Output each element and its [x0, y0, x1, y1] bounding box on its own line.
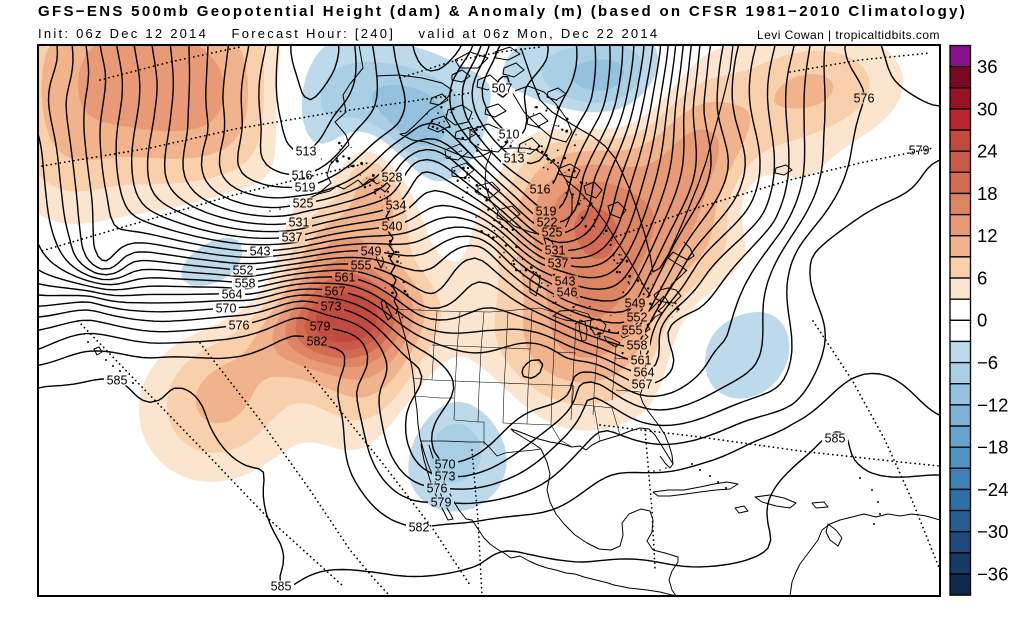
svg-text:564: 564 [634, 365, 655, 379]
svg-text:30: 30 [977, 98, 998, 119]
svg-text:567: 567 [325, 284, 346, 298]
svg-text:579: 579 [310, 319, 331, 333]
svg-text:552: 552 [233, 263, 254, 277]
svg-text:585: 585 [271, 579, 292, 593]
svg-text:567: 567 [632, 377, 653, 391]
svg-text:6: 6 [977, 267, 987, 288]
svg-text:−18: −18 [977, 437, 1008, 458]
svg-text:564: 564 [222, 287, 243, 301]
svg-text:24: 24 [977, 141, 998, 162]
svg-text:525: 525 [293, 196, 314, 210]
svg-text:546: 546 [557, 285, 578, 299]
svg-text:516: 516 [530, 182, 551, 196]
svg-text:−12: −12 [977, 394, 1008, 415]
svg-text:519: 519 [295, 180, 316, 194]
svg-text:519: 519 [536, 204, 557, 218]
svg-text:579: 579 [431, 495, 452, 509]
svg-text:543: 543 [250, 244, 271, 258]
svg-text:36: 36 [977, 56, 998, 77]
svg-text:543: 543 [555, 274, 576, 288]
svg-text:18: 18 [977, 183, 998, 204]
svg-text:579: 579 [909, 143, 930, 157]
svg-text:531: 531 [545, 243, 566, 257]
svg-text:12: 12 [977, 225, 998, 246]
svg-text:−24: −24 [977, 479, 1008, 500]
svg-text:534: 534 [386, 198, 407, 212]
svg-text:528: 528 [382, 170, 403, 184]
svg-text:573: 573 [435, 469, 456, 483]
svg-text:585: 585 [825, 431, 846, 445]
svg-text:576: 576 [854, 91, 875, 105]
svg-text:576: 576 [427, 481, 448, 495]
svg-text:576: 576 [229, 318, 250, 332]
svg-text:570: 570 [435, 457, 456, 471]
svg-text:−30: −30 [977, 521, 1008, 542]
svg-text:549: 549 [625, 296, 646, 310]
svg-text:558: 558 [235, 276, 256, 290]
svg-text:561: 561 [335, 270, 356, 284]
svg-text:525: 525 [542, 225, 563, 239]
svg-text:570: 570 [216, 301, 237, 315]
svg-text:561: 561 [631, 353, 652, 367]
svg-text:531: 531 [289, 215, 310, 229]
svg-text:582: 582 [307, 334, 328, 348]
svg-text:558: 558 [627, 338, 648, 352]
svg-text:555: 555 [351, 258, 372, 272]
svg-text:573: 573 [321, 299, 342, 313]
svg-text:−6: −6 [977, 352, 998, 373]
svg-text:585: 585 [107, 373, 128, 387]
svg-text:549: 549 [361, 244, 382, 258]
svg-text:522: 522 [537, 215, 558, 229]
svg-text:−36: −36 [977, 563, 1008, 584]
svg-text:513: 513 [296, 144, 317, 158]
svg-text:537: 537 [548, 256, 569, 270]
svg-text:540: 540 [382, 219, 403, 233]
svg-text:516: 516 [292, 168, 313, 182]
svg-text:0: 0 [977, 310, 987, 331]
svg-text:582: 582 [409, 520, 430, 534]
svg-text:507: 507 [492, 81, 513, 95]
svg-text:537: 537 [282, 230, 303, 244]
svg-text:513: 513 [504, 151, 525, 165]
svg-text:510: 510 [499, 127, 520, 141]
svg-text:552: 552 [627, 310, 648, 324]
svg-text:555: 555 [622, 323, 643, 337]
